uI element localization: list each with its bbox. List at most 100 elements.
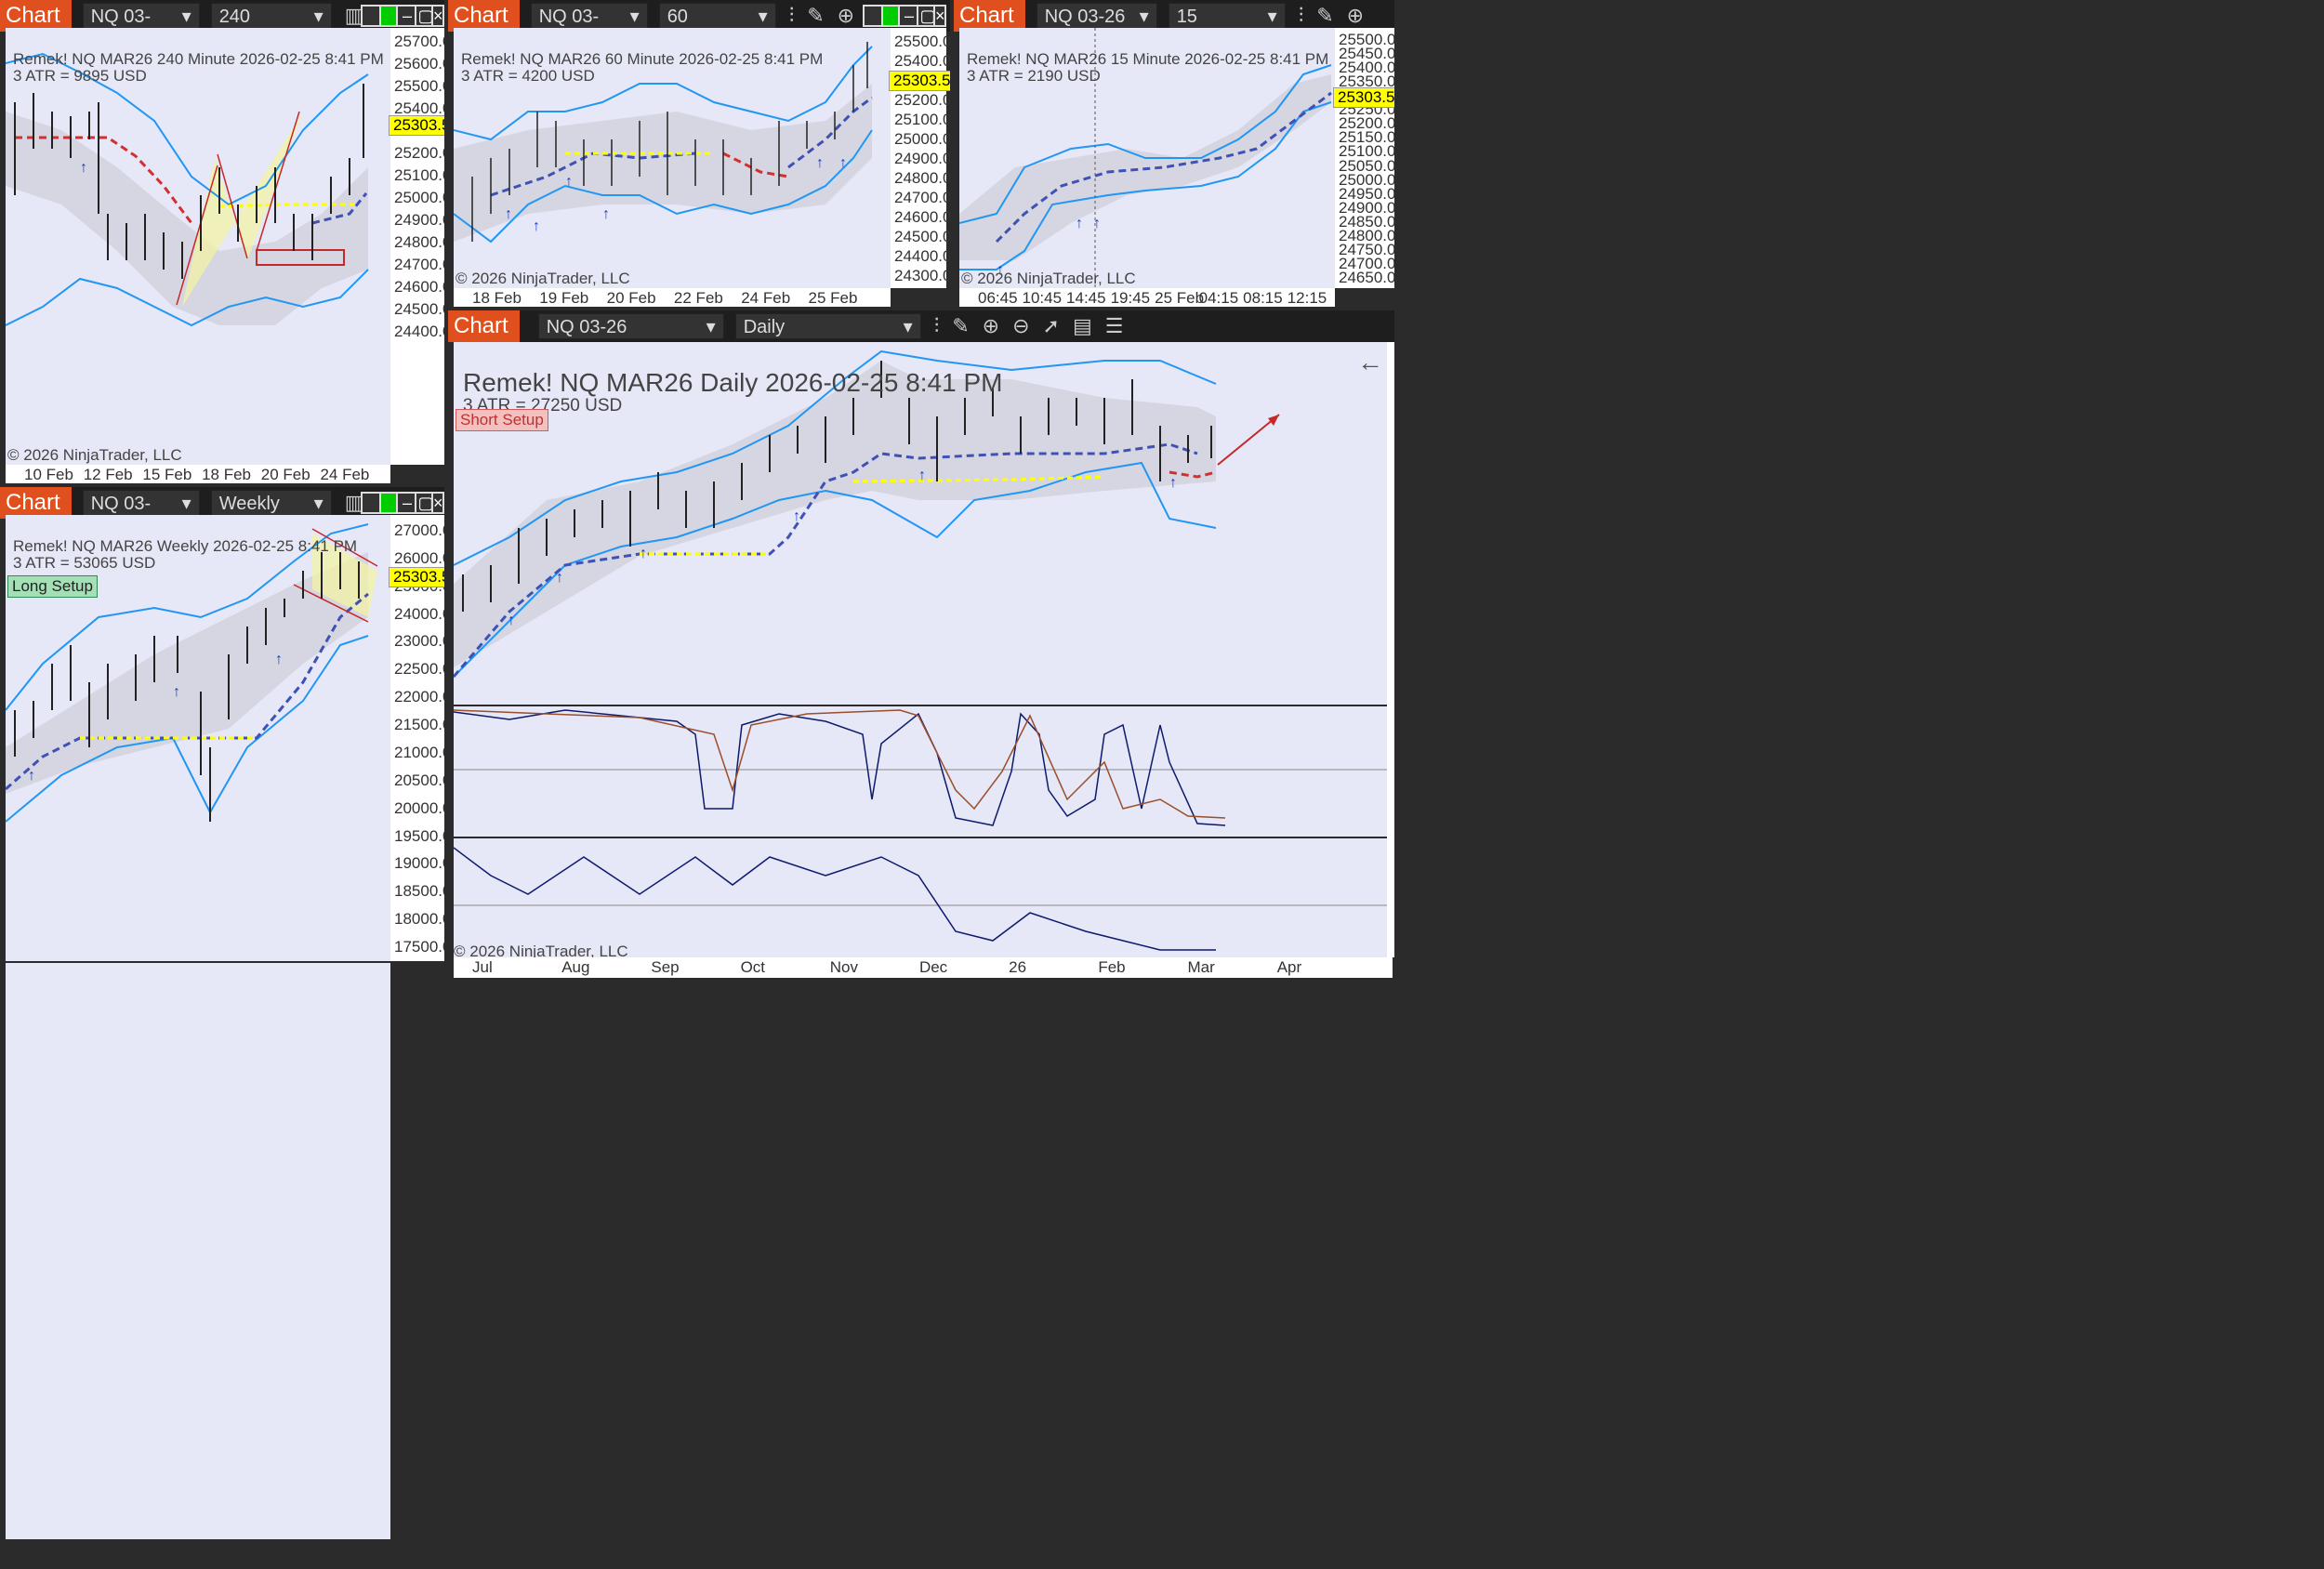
y-tick-label: 25200.00	[894, 91, 950, 109]
pencil-icon[interactable]: ✎	[807, 4, 825, 27]
last-price-marker: 25303.50	[389, 567, 444, 587]
x-tick-label: 10 Feb	[24, 466, 73, 483]
instrument-selector[interactable]: NQ 03-26	[82, 3, 200, 53]
price-axis[interactable]: 25700.0025600.0025500.0025400.0025300.00…	[389, 28, 444, 465]
price-axis[interactable]: 25500.0025450.0025400.0025350.0025300.00…	[1333, 28, 1394, 288]
y-tick-label: 24600.00	[394, 278, 444, 296]
close-button[interactable]: ×	[933, 5, 946, 27]
instrument-selector[interactable]: NQ 03-26	[530, 3, 648, 53]
chart-menu-button[interactable]: Chart	[448, 310, 520, 342]
svg-text:↑: ↑	[508, 613, 515, 628]
instrument-selector[interactable]: NQ 03-26	[82, 490, 200, 540]
interval-selector[interactable]: 240 Minute	[210, 3, 332, 53]
chart-window-15min: Chart NQ 03-26 15 Minute ⫶ ✎ ⊕ ↑ ↑ ↑ Remek…	[954, 0, 1394, 307]
x-axis: 18 Feb 19 Feb 20 Feb 22 Feb 24 Feb 25 Feb	[454, 288, 891, 307]
svg-text:↑: ↑	[997, 262, 1004, 278]
oscillator-panel-1[interactable]	[454, 706, 1393, 837]
x-tick-label: 18 Feb	[202, 466, 251, 483]
osc2-plot	[454, 847, 1393, 951]
bar-style-icon[interactable]: ⫶	[933, 314, 940, 337]
zoom-icon[interactable]: ⊕	[837, 4, 855, 27]
interval-selector[interactable]: Daily	[734, 313, 921, 340]
price-panel[interactable]: ↑ Remek! NQ MAR26 240 Minute 2026-02-25 …	[6, 28, 390, 465]
templates-icon[interactable]: ☰	[1104, 314, 1124, 337]
price-panel[interactable]: ↑ ↑ ↑ ↑ ↑ ↑ Remek! NQ MAR26 Daily 2026-02-25 …	[454, 342, 1393, 705]
price-axis[interactable]: 27000.0026000.0025000.0024000.0023000.00…	[389, 515, 444, 961]
y-tick-label: 22500.00	[394, 660, 444, 679]
svg-text:↑: ↑	[918, 468, 926, 483]
svg-text:↑: ↑	[1076, 216, 1083, 231]
copyright: © 2026 NinjaTrader, LLC	[454, 943, 628, 960]
chart-title: Remek! NQ MAR26 15 Minute 2026-02-25 8:4…	[967, 50, 1329, 68]
x-tick-label: Feb	[1098, 958, 1126, 976]
y-tick-label: 25500.00	[894, 33, 950, 50]
x-tick-label: 22 Feb	[673, 289, 723, 307]
x-tick-label: Nov	[829, 958, 858, 976]
x-axis: Jul Aug Sep Oct Nov Dec 26 Feb Mar Apr	[454, 957, 1393, 978]
svg-text:↑: ↑	[640, 546, 647, 561]
x-tick-label: 12:15	[1287, 289, 1327, 307]
x-tick-label: Oct	[740, 958, 766, 976]
y-tick-label: 24400.00	[394, 323, 444, 340]
chart-menu-button[interactable]: Chart	[0, 487, 72, 519]
y-tick-label: 25000.00	[894, 130, 950, 148]
atr-label: 3 ATR = 53065 USD	[13, 554, 156, 572]
y-tick-label: 24400.00	[894, 247, 950, 265]
y-tick-label: 21000.00	[394, 743, 444, 761]
chart-menu-button[interactable]: Chart	[954, 0, 1025, 32]
bar-style-icon[interactable]: ▥	[344, 491, 364, 514]
y-tick-label: 25150.00	[1339, 128, 1394, 147]
y-tick-label: 25500.00	[1339, 31, 1394, 48]
x-tick-label: 24 Feb	[741, 289, 791, 307]
x-axis: 10 Feb 12 Feb 15 Feb 18 Feb 20 Feb 24 Feb	[6, 465, 390, 483]
y-tick-label: 25000.00	[394, 189, 444, 206]
svg-text:↑: ↑	[173, 684, 180, 700]
y-tick-label: 21500.00	[394, 716, 444, 734]
zoom-out-icon[interactable]: ⊖	[1012, 314, 1030, 337]
y-tick-label: 25350.00	[1339, 73, 1394, 91]
interval-selector[interactable]: Weekly	[210, 490, 332, 517]
zoom-icon[interactable]: ⊕	[1346, 4, 1365, 27]
x-tick-label: Mar	[1187, 958, 1215, 976]
data-box-icon[interactable]: ▤	[1072, 314, 1092, 337]
x-tick-label: 04:15	[1198, 289, 1239, 307]
chart-menu-button[interactable]: Chart	[448, 0, 520, 32]
y-tick-label: 24700.00	[1339, 254, 1394, 272]
svg-text:↑: ↑	[80, 160, 87, 176]
interval-selector[interactable]: 15 Minute	[1168, 3, 1286, 53]
y-tick-label: 22000.00	[394, 688, 444, 706]
bar-style-icon[interactable]: ⫶	[1298, 4, 1304, 27]
bar-style-icon[interactable]: ▥	[344, 4, 364, 27]
copyright: © 2026 NinjaTrader, LLC	[456, 270, 630, 287]
chart-title: Remek! NQ MAR26 Weekly 2026-02-25 8:41 P…	[13, 537, 358, 555]
pencil-icon[interactable]: ✎	[952, 314, 970, 337]
chart-menu-button[interactable]: Chart	[0, 0, 72, 32]
price-panel[interactable]: ↑ ↑ ↑ ↑ ↑ ↑ Remek! NQ MAR26 60 Minute 2026-02…	[454, 28, 891, 288]
price-plot: ↑ ↑ ↑ ↑ ↑ ↑	[454, 42, 873, 244]
y-tick-label: 20500.00	[394, 771, 444, 789]
close-button[interactable]: ×	[431, 492, 444, 514]
pencil-icon[interactable]: ✎	[1316, 4, 1334, 27]
oscillator-panel[interactable]	[6, 963, 390, 1539]
y-tick-label: 24800.00	[894, 169, 950, 187]
y-tick-label: 25100.00	[394, 166, 444, 184]
x-tick-label: 10:45	[1022, 289, 1063, 307]
instrument-selector[interactable]: NQ 03-26	[537, 313, 724, 340]
close-button[interactable]: ×	[431, 5, 444, 27]
y-tick-label: 25400.00	[394, 99, 444, 117]
back-arrow-icon[interactable]: ←	[1357, 348, 1383, 376]
x-tick-label: 19:45	[1110, 289, 1151, 307]
price-axis[interactable]: 25500.0025400.0025300.0025200.0025100.00…	[889, 28, 950, 288]
oscillator-panel-2[interactable]	[454, 838, 1393, 957]
bar-style-icon[interactable]: ⫶	[788, 4, 795, 27]
chart-title: Remek! NQ MAR26 60 Minute 2026-02-25 8:4…	[461, 50, 824, 68]
pointer-icon[interactable]: ➚	[1042, 314, 1060, 337]
price-panel[interactable]: ↑ ↑ ↑ Remek! NQ MAR26 15 Minute 2026-02-25…	[959, 28, 1335, 288]
zoom-in-icon[interactable]: ⊕	[982, 314, 1000, 337]
interval-selector[interactable]: 60 Minute	[658, 3, 776, 53]
price-panel[interactable]: ↑ ↑ ↑ Remek! NQ MAR26 Weekly 2026-02-25 8:…	[6, 515, 390, 961]
x-tick-label: 08:15	[1243, 289, 1283, 307]
instrument-selector[interactable]: NQ 03-26	[1036, 3, 1157, 30]
y-tick-label: 25400.00	[894, 52, 950, 70]
x-tick-label: Jul	[472, 958, 493, 976]
